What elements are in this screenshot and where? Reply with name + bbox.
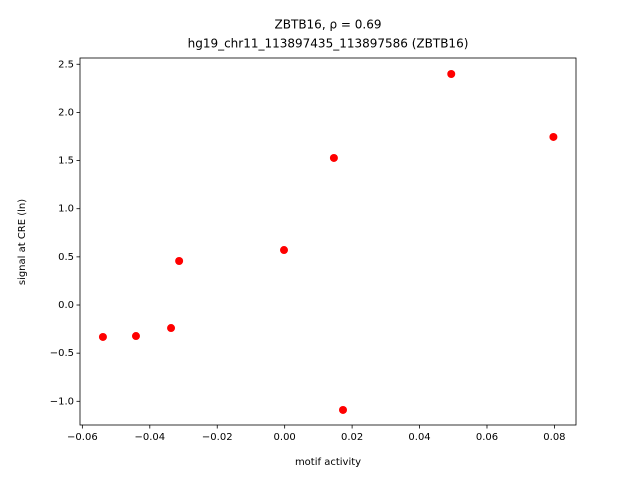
x-tick-label: −0.06 — [67, 432, 98, 443]
x-tick-label: 0.08 — [543, 432, 565, 443]
point — [447, 69, 456, 78]
x-axis-label: motif activity — [295, 457, 361, 468]
point — [175, 257, 184, 266]
y-tick-label: 2.5 — [58, 59, 74, 70]
x-tick-label: 0.00 — [274, 432, 296, 443]
y-tick-label: 1.5 — [58, 156, 74, 167]
chart-title: ZBTB16, ρ = 0.69 — [275, 18, 382, 32]
chart-subtitle: hg19_chr11_113897435_113897586 (ZBTB16) — [188, 37, 469, 51]
y-tick-label: 0.0 — [58, 300, 74, 311]
y-axis-label: signal at CRE (ln) — [17, 199, 28, 285]
point — [549, 132, 558, 141]
point — [98, 332, 107, 341]
y-tick-label: −1.0 — [50, 396, 74, 407]
y-tick-label: −0.5 — [50, 348, 74, 359]
point — [279, 246, 288, 255]
point — [131, 332, 140, 341]
x-tick-label: 0.02 — [341, 432, 363, 443]
point — [329, 153, 338, 162]
point — [339, 405, 348, 414]
x-tick-label: 0.04 — [408, 432, 430, 443]
x-tick-label: 0.06 — [476, 432, 498, 443]
x-tick-label: −0.04 — [134, 432, 165, 443]
y-tick-label: 1.0 — [58, 204, 74, 215]
y-tick-label: 2.0 — [58, 107, 74, 118]
plot-frame — [79, 57, 577, 426]
x-tick-label: −0.02 — [202, 432, 233, 443]
y-tick-label: 0.5 — [58, 252, 74, 263]
point — [167, 324, 176, 333]
